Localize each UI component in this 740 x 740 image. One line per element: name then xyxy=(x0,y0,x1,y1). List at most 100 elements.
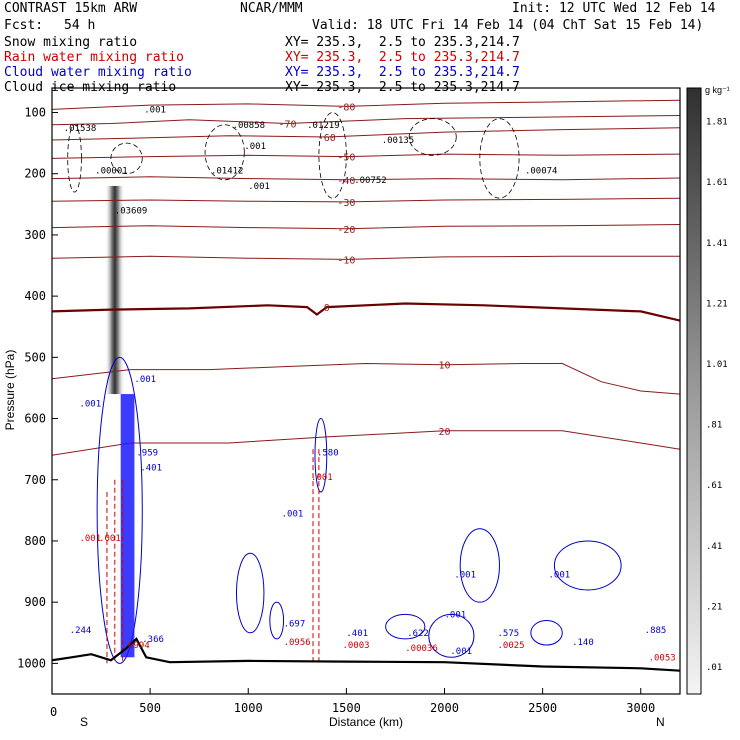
rain-label: .001 xyxy=(311,473,333,483)
cloud-water-contour xyxy=(96,356,143,664)
model-title: CONTRAST 15km ARW xyxy=(4,1,138,16)
x-end-label-north: N xyxy=(656,715,665,729)
temperature-contour xyxy=(52,176,680,181)
temperature-contour-label: -60 xyxy=(318,133,336,144)
cloud-water-label: .001 xyxy=(450,647,472,657)
y-tick-label: 600 xyxy=(24,412,46,426)
x-tick-label: 1500 xyxy=(332,701,361,715)
y-tick-label: 300 xyxy=(24,228,46,242)
colorbar-label: .81 xyxy=(706,421,722,431)
snow-label: .00752 xyxy=(354,176,387,186)
cloud-water-contour xyxy=(385,613,426,640)
temperature-contour xyxy=(52,153,680,159)
cloud-water-label: .001 xyxy=(549,571,571,581)
colorbar-label: 1.21 xyxy=(706,299,728,309)
cloud-water-contour xyxy=(553,540,622,591)
temperature-contour xyxy=(52,99,680,110)
y-tick-label: 500 xyxy=(24,350,46,364)
rain-label: .0003 xyxy=(342,641,369,651)
snow-label: .00858 xyxy=(233,121,266,131)
temperature-contour-label: 0 xyxy=(324,303,330,314)
cloud-water-label: .001 xyxy=(134,375,156,385)
temperature-contour-label: -20 xyxy=(337,225,355,236)
x-tick-label: 2500 xyxy=(528,701,557,715)
snow-label: .01412 xyxy=(211,167,244,177)
rain-label: .0053 xyxy=(649,653,676,663)
snow-label: .001 xyxy=(248,182,270,192)
y-tick-label: 400 xyxy=(24,289,46,303)
x-end-label-south: S xyxy=(80,715,88,729)
colorbar-label: .21 xyxy=(706,602,722,612)
x-tick-label: 500 xyxy=(139,701,161,715)
snow-contour xyxy=(408,118,457,156)
cloud-water-label: .959 xyxy=(136,448,158,458)
cloud-water-label: .001 xyxy=(79,399,101,409)
cloud-water-contour xyxy=(269,601,285,640)
rain-label: .0025 xyxy=(497,641,524,651)
fcst-value: 54 h xyxy=(64,18,96,33)
cloud-water-contour xyxy=(428,613,475,658)
cloud-water-label: .001 xyxy=(282,509,304,519)
rain-label: .0956 xyxy=(284,638,311,648)
snow-label: .01538 xyxy=(64,124,97,134)
colorbar xyxy=(686,87,702,695)
y-tick-label: 700 xyxy=(24,473,46,487)
field-snow-name: Snow mixing ratio xyxy=(4,35,138,50)
field-cloudwater-name: Cloud water mixing ratio xyxy=(4,65,192,80)
cloud-water-contour xyxy=(235,552,265,634)
colorbar-label: .41 xyxy=(706,542,722,552)
temperature-contour-label: -10 xyxy=(337,255,355,266)
fcst-label: Fcst: xyxy=(4,18,44,33)
snow-label: .03609 xyxy=(115,206,148,216)
cloud-water-label: .697 xyxy=(284,620,306,630)
snow-label: .00001 xyxy=(95,167,128,177)
temperature-contour-label: 10 xyxy=(438,361,450,372)
header: CONTRAST 15km ARW NCAR/MMM Init: 12 UTC … xyxy=(0,0,740,100)
rain-label: .6994 xyxy=(123,641,150,651)
snow-contour xyxy=(318,112,347,199)
temperature-contour xyxy=(52,430,680,456)
cloud-water-label: .001 xyxy=(454,571,476,581)
cloud-water-label: .401 xyxy=(140,464,162,474)
y-tick-label: 100 xyxy=(24,105,46,119)
temperature-contour-label: -50 xyxy=(337,153,355,164)
x-tick-label: 0 xyxy=(50,705,57,719)
y-tick-label: 200 xyxy=(24,167,46,181)
y-tick-label: 800 xyxy=(24,534,46,548)
plot-frame xyxy=(51,87,681,695)
cloud-ice-shading xyxy=(104,185,125,395)
cloud-water-label: .401 xyxy=(346,629,368,639)
colorbar-label: 1.01 xyxy=(706,360,728,370)
y-tick-label: 900 xyxy=(24,595,46,609)
cloud-water-label: .622 xyxy=(407,629,429,639)
snow-label: .00074 xyxy=(525,167,558,177)
cloud-water-label: .885 xyxy=(645,626,667,636)
temperature-contour-label: -30 xyxy=(337,198,355,209)
temperature-contour-label: 20 xyxy=(438,427,450,438)
colorbar-label: .61 xyxy=(706,481,722,491)
colorbar-label: .01 xyxy=(706,663,722,673)
temperature-contour xyxy=(52,127,680,141)
cloud-water-label: .575 xyxy=(497,629,519,639)
temperature-contour xyxy=(52,224,680,230)
valid-time: Valid: 18 UTC Fri 14 Feb 14 (04 ChT Sat … xyxy=(312,18,704,33)
cloud-water-label: .001 xyxy=(445,610,467,620)
snow-label: .01219 xyxy=(307,121,340,131)
colorbar-unit: g kg⁻¹ xyxy=(705,85,730,95)
field-rain-xy: XY= 235.3, 2.5 to 235.3,214.7 xyxy=(285,50,520,65)
cloud-water-contour xyxy=(314,418,328,493)
snow-contour xyxy=(67,124,82,193)
x-tick-label: 3000 xyxy=(626,701,655,715)
snow-contour xyxy=(479,118,520,199)
cloud-water-label: .580 xyxy=(317,448,339,458)
colorbar-label: 1.41 xyxy=(706,239,728,249)
temperature-contour-label: -70 xyxy=(278,120,296,131)
temperature-contour xyxy=(52,255,680,260)
rain-label: .001 xyxy=(79,534,101,544)
temperature-contour xyxy=(52,362,680,395)
snow-contour xyxy=(204,124,245,181)
cloud-water-label: .140 xyxy=(572,638,594,648)
org-label: NCAR/MMM xyxy=(240,1,303,16)
x-tick-label: 1000 xyxy=(234,701,263,715)
